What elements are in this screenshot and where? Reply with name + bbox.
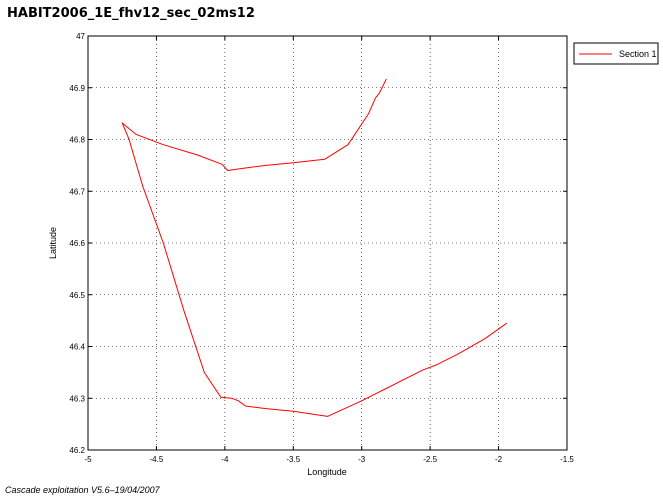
x-tick-label: -3.5: [286, 455, 300, 464]
x-tick-label: -1.5: [560, 455, 574, 464]
series-line-section-1: [121, 78, 508, 417]
x-tick-label: -4: [221, 455, 229, 464]
y-tick-label: 46.9: [69, 84, 85, 93]
y-tick-label: 46.3: [69, 394, 85, 403]
grid: [88, 36, 567, 450]
legend-box: [573, 42, 659, 65]
x-axis-label: Longitude: [307, 467, 347, 477]
y-tick-label: 47: [76, 32, 85, 41]
y-tick-label: 46.6: [69, 239, 85, 248]
y-axis-label: Latitude: [48, 227, 58, 259]
x-tick-label: -2.5: [423, 455, 437, 464]
footer-note: Cascade exploitation V5.6–19/04/2007: [5, 485, 160, 495]
x-tick-label: -4.5: [150, 455, 164, 464]
y-tick-label: 46.7: [69, 187, 85, 196]
legend: Section 1: [573, 42, 659, 65]
y-tick-label: 46.5: [69, 291, 85, 300]
x-axis-ticks: -5 -4.5 -4 -3.5 -3 -2.5 -2 -1.5: [84, 36, 574, 464]
y-tick-label: 46.8: [69, 136, 85, 145]
x-tick-label: -2: [495, 455, 503, 464]
legend-label-section-1: Section 1: [619, 49, 657, 59]
chart-title: HABIT2006_1E_fhv12_sec_02ms12: [7, 6, 255, 21]
series-layer: [121, 78, 508, 417]
plot-background: [88, 36, 567, 450]
x-tick-label: -3: [358, 455, 366, 464]
y-tick-label: 46.4: [69, 343, 85, 352]
y-tick-label: 46.2: [69, 446, 85, 455]
y-axis-ticks: 46.2 46.3 46.4 46.5 46.6 46.7 46.8 46.9 47: [69, 32, 567, 455]
x-tick-label: -5: [84, 455, 92, 464]
